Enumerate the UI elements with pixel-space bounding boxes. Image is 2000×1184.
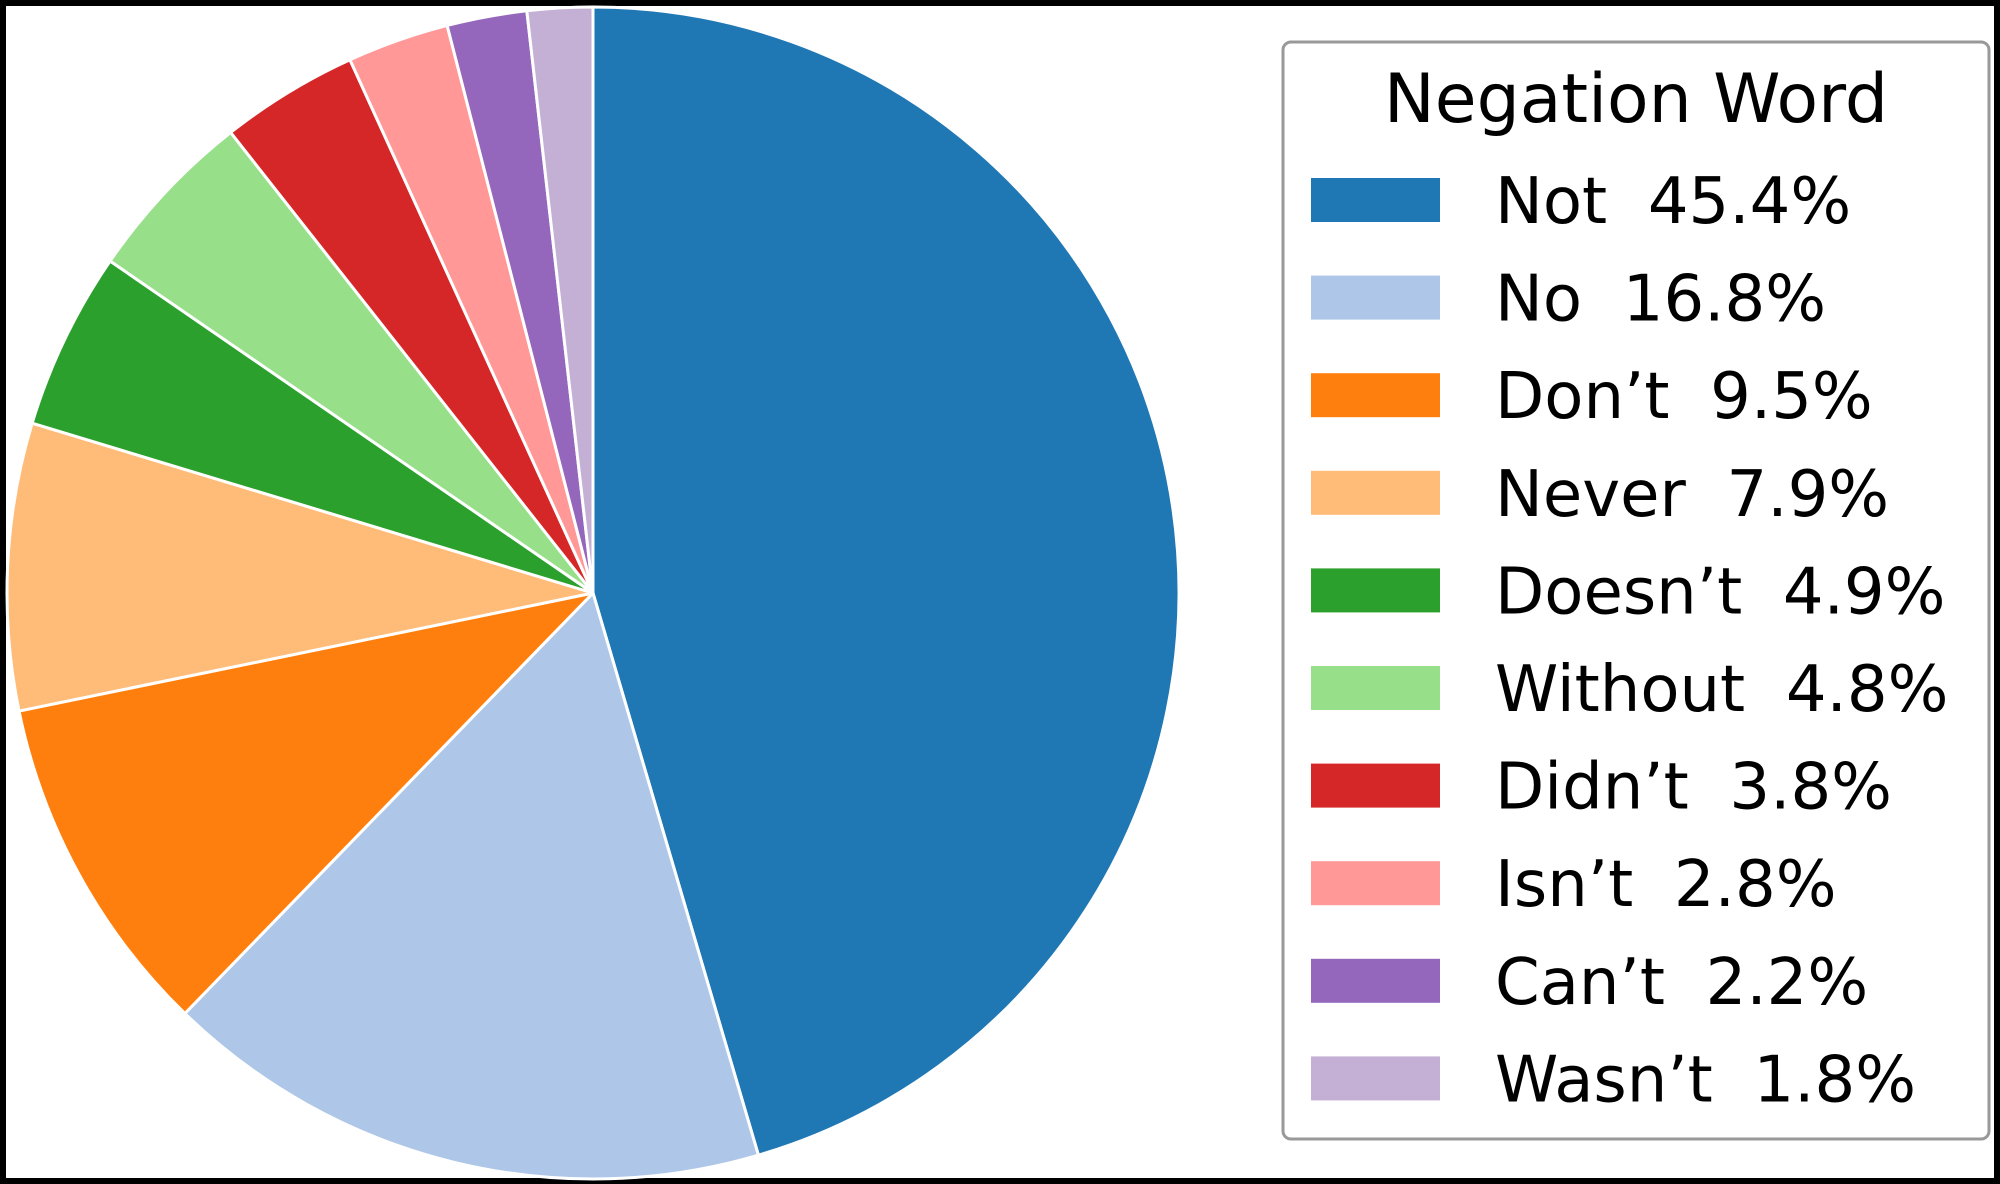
legend-box [1281,40,1991,1141]
legend: Negation Word Not 45.4% No 16.8% Don’t 9.5… [1281,40,1991,1141]
pie-slice-4 [30,259,595,595]
legend-swatch-2 [1311,373,1440,418]
legend-swatch-8 [1311,958,1440,1003]
legend-label-0: Not 45.4% [1495,165,1851,239]
pie-slices [5,5,1181,1181]
legend-label-2: Don’t 9.5% [1495,360,1873,434]
legend-swatch-4 [1311,568,1440,613]
legend-label-9: Wasn’t 1.8% [1495,1043,1916,1117]
pie-slice-9 [525,5,595,595]
pie-slice-1 [183,591,760,1181]
pie-slice-5 [108,130,595,595]
legend-swatch-9 [1311,1056,1440,1101]
legend-label-5: Without 4.8% [1495,653,1948,727]
legend-swatch-6 [1311,763,1440,808]
legend-label-1: No 16.8% [1495,263,1826,337]
legend-label-7: Isn’t 2.8% [1495,848,1837,922]
legend-label-4: Doesn’t 4.9% [1495,555,1945,629]
legend-swatch-7 [1311,861,1440,906]
legend-label-3: Never 7.9% [1495,458,1889,532]
pie-slice-3 [5,421,595,713]
legend-label-8: Can’t 2.2% [1495,946,1868,1020]
legend-swatch-1 [1311,275,1440,320]
legend-swatch-0 [1311,178,1440,222]
legend-swatch-3 [1311,470,1440,515]
legend-swatch-5 [1311,666,1440,710]
pie-slice-0 [591,5,1181,1157]
legend-title: Negation Word [1384,60,1888,139]
legend-label-6: Didn’t 3.8% [1495,751,1892,825]
pie-slice-2 [17,591,595,1016]
